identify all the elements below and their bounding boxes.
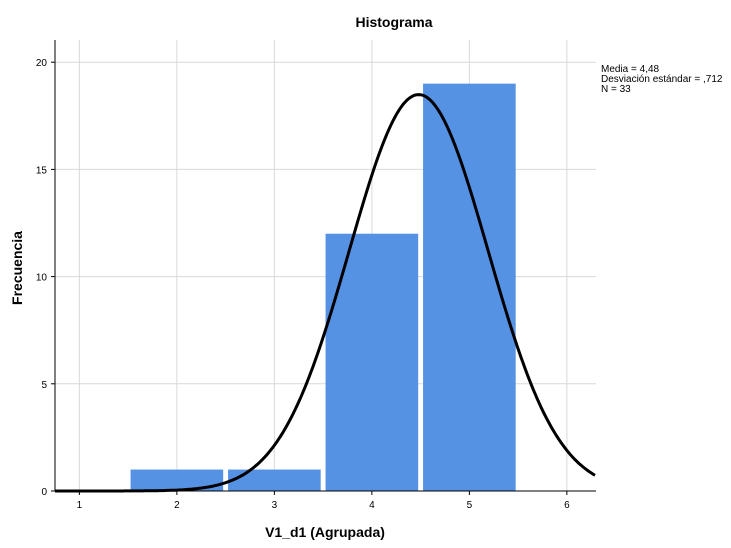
- bar-3: [228, 469, 321, 491]
- stats-line-2: N = 33: [601, 84, 631, 95]
- chart-title: Histograma: [355, 14, 432, 30]
- stats-line-0: Media = 4,48: [601, 64, 660, 75]
- axes-group: [54, 40, 596, 492]
- tick-labels: 1 2 3 4 5 6 0 5 10 15 20: [36, 58, 570, 511]
- x-tick-label-6: 6: [564, 500, 570, 511]
- x-tick-label-5: 5: [467, 500, 473, 511]
- x-tick-label-4: 4: [369, 500, 375, 511]
- y-tick-label-15: 15: [36, 165, 48, 176]
- x-tick-label-1: 1: [77, 500, 83, 511]
- x-tick-label-2: 2: [174, 500, 180, 511]
- y-axis-title: Frecuencia: [9, 231, 25, 305]
- x-tick-label-3: 3: [272, 500, 278, 511]
- bar-4: [325, 233, 419, 491]
- y-tick-label-0: 0: [41, 487, 47, 498]
- x-axis-title: V1_d1 (Agrupada): [265, 524, 385, 540]
- y-tick-label-10: 10: [36, 273, 48, 284]
- y-tick-label-20: 20: [36, 58, 48, 69]
- bar-2: [130, 469, 224, 491]
- stats-line-1: Desviación estándar = ,712: [601, 74, 723, 85]
- bar-5: [423, 83, 516, 491]
- y-tick-label-5: 5: [41, 380, 47, 391]
